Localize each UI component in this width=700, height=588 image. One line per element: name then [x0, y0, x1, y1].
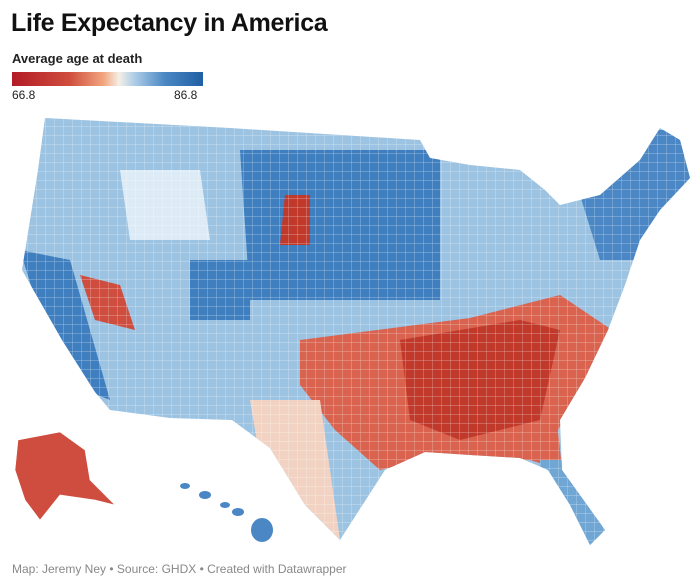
legend-color-bar [12, 72, 203, 86]
source-footer: Map: Jeremy Ney • Source: GHDX • Created… [12, 562, 347, 576]
legend-max-label: 86.8 [174, 88, 198, 102]
legend-min-label: 66.8 [12, 88, 36, 102]
page-title: Life Expectancy in America [11, 9, 328, 37]
hawaii [180, 483, 273, 542]
alaska [14, 431, 116, 521]
legend-title: Average age at death [12, 51, 143, 66]
contiguous-us [22, 118, 690, 545]
